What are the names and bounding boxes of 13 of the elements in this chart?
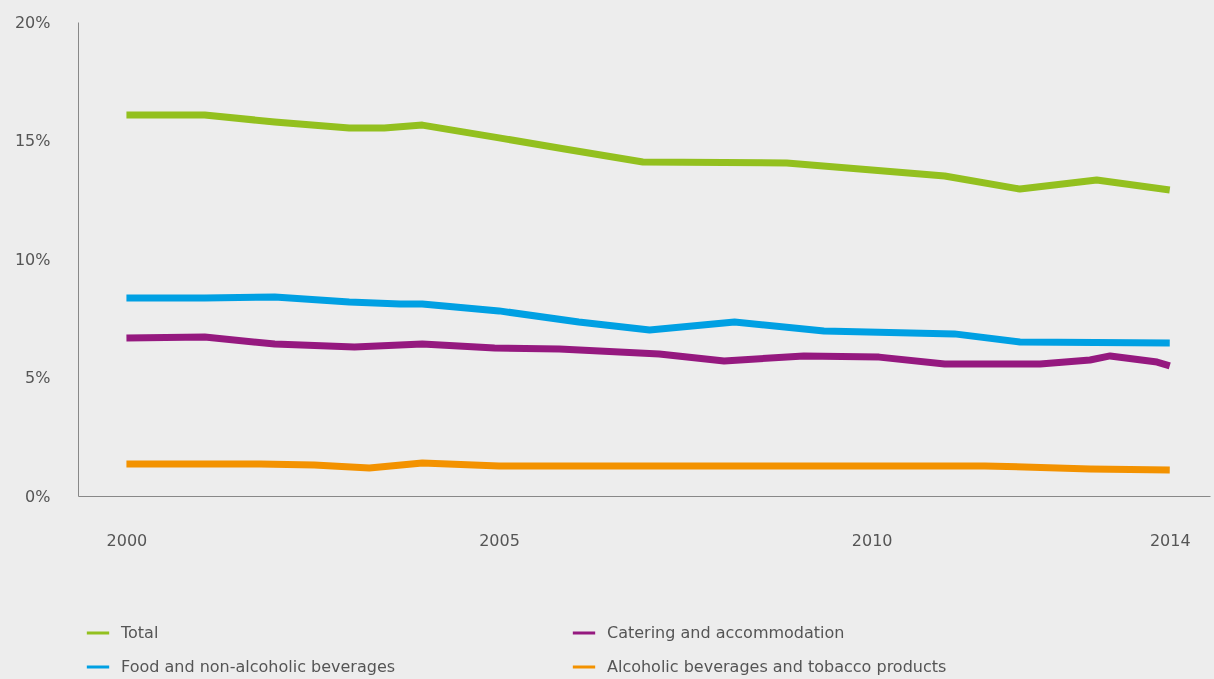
legend-label: Catering and accommodation [607,623,845,642]
legend-label: Alcoholic beverages and tobacco products [607,657,947,676]
legend-label: Total [120,623,159,642]
y-tick-label: 20% [14,12,51,32]
x-tick-label: 2010 [851,530,893,550]
x-tick-label: 2014 [1149,530,1191,550]
y-tick-label: 10% [14,249,51,269]
x-tick-label: 2005 [479,530,520,550]
y-tick-label: 0% [25,486,51,506]
legend-label: Food and non-alcoholic beverages [121,657,396,676]
y-tick-label: 15% [14,131,51,150]
y-tick-label: 5% [25,368,51,387]
x-tick-label: 2000 [106,530,148,550]
